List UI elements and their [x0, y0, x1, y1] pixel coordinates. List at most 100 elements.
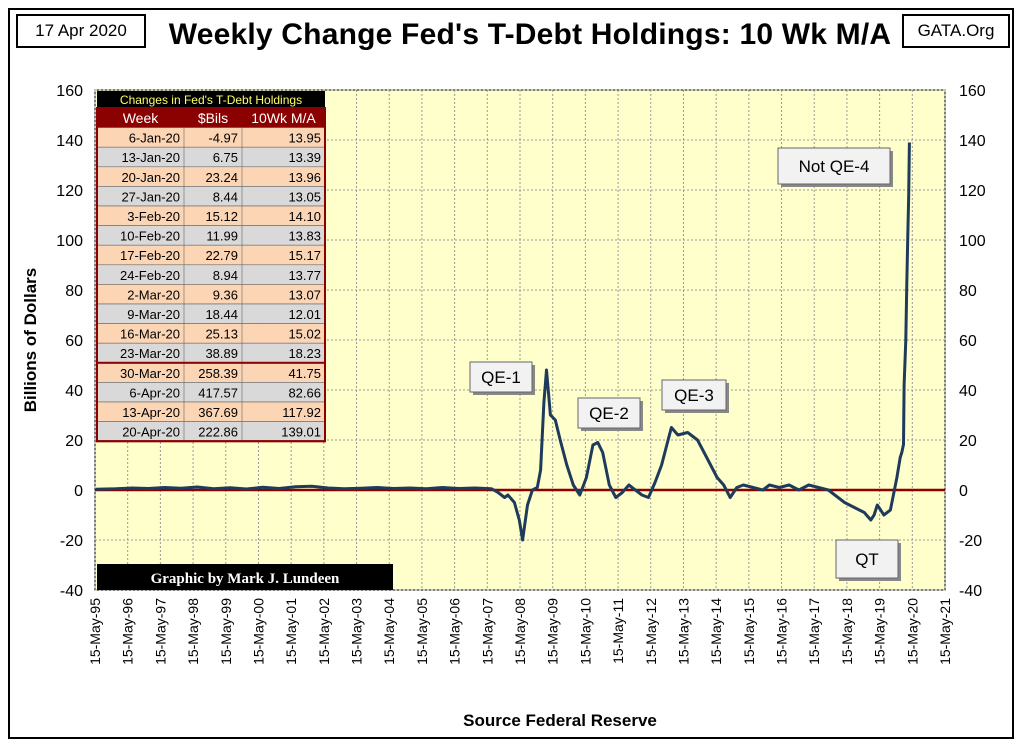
table-cell: 15.12: [205, 209, 238, 224]
y-tick-label-right: 20: [959, 433, 977, 450]
annotation-box: [835, 539, 899, 579]
table-cell: 13.07: [288, 287, 321, 302]
table-column-header: 10Wk M/A: [251, 110, 316, 126]
y-tick-label-left: 0: [74, 483, 83, 500]
annotation-label: QE-3: [674, 386, 714, 405]
x-tick-label: 15-May-07: [479, 598, 495, 665]
table-cell: 14.10: [288, 209, 321, 224]
x-tick-label: 15-May-02: [316, 598, 332, 665]
credit-text: Graphic by Mark J. Lundeen: [151, 571, 340, 587]
table-cell: 20-Apr-20: [122, 425, 180, 440]
table-cell: 139.01: [281, 425, 321, 440]
x-tick-label: 15-May-97: [152, 598, 168, 665]
x-tick-label: 15-May-08: [512, 598, 528, 665]
annotation-box: [661, 379, 727, 411]
x-tick-label: 15-May-01: [283, 598, 299, 665]
x-axis-label: Source Federal Reserve: [463, 711, 657, 730]
annotation-label: QT: [855, 550, 879, 569]
table-cell: 25.13: [205, 327, 238, 342]
x-axis: 15-May-95 15-May-96 15-May-97 15-May-98 15-M…: [87, 598, 953, 665]
y-axis-label: Billions of Dollars: [21, 268, 40, 413]
y-tick-label-left: 120: [56, 183, 83, 200]
table-cell: 13.39: [288, 150, 321, 165]
annotation-label: QE-2: [589, 404, 629, 423]
table-cell: 417.57: [198, 385, 238, 400]
table-cell: 367.69: [198, 405, 238, 420]
table-cell: 11.99: [206, 229, 238, 244]
x-tick-label: 15-May-16: [774, 598, 790, 665]
y-tick-label-left: 140: [56, 133, 83, 150]
y-axis-left: -40 -20 0 20 40 60 80 100 120 140 160: [56, 83, 83, 600]
table-cell: 82.66: [288, 385, 321, 400]
series-line-10wk-ma: [95, 142, 911, 542]
table-cell: 8.94: [213, 268, 238, 283]
table-cell: 16-Mar-20: [120, 327, 180, 342]
table-cell: 9-Mar-20: [127, 307, 180, 322]
x-tick-label: 15-May-20: [904, 598, 920, 665]
y-axis-right: -40 -20 0 20 40 60 80 100 120 140 160: [959, 83, 986, 600]
x-tick-label: 15-May-09: [545, 598, 561, 665]
x-tick-label: 15-May-04: [381, 598, 397, 665]
table-title-bg: [97, 91, 325, 108]
table-cell: 13.95: [288, 131, 321, 146]
table-cell: 2-Mar-20: [127, 287, 180, 302]
table-cell: 117.92: [282, 405, 321, 420]
annotation-box: [777, 147, 891, 185]
table-cell: 6.75: [213, 150, 238, 165]
table-cell: 13.05: [288, 189, 321, 204]
annotation-label: Not QE-4: [799, 157, 870, 176]
table-cell: 13.83: [288, 229, 321, 244]
table-cell: 10-Feb-20: [120, 229, 180, 244]
y-tick-label-right: 80: [959, 283, 977, 300]
x-tick-label: 15-May-14: [708, 598, 724, 665]
y-tick-label-left: 40: [65, 383, 83, 400]
annotation-box: [469, 361, 533, 393]
table-cell: 15.02: [288, 327, 321, 342]
y-tick-label-left: 80: [65, 283, 83, 300]
x-tick-label: 15-May-12: [643, 598, 659, 665]
y-tick-label-right: 100: [959, 233, 986, 250]
table-cell: 12.01: [288, 307, 321, 322]
annotations: QE-1 QE-2 QE-3 Not QE-4 QT: [469, 147, 901, 581]
annotation-label: QE-1: [481, 368, 521, 387]
table-cell: 3-Feb-20: [127, 209, 180, 224]
x-tick-label: 15-May-98: [185, 598, 201, 665]
credit-bg: [97, 564, 393, 590]
table-cell: 18.23: [288, 346, 321, 361]
table-column-header: $Bils: [198, 110, 228, 126]
y-tick-label-left: 100: [56, 233, 83, 250]
y-tick-label-right: 140: [959, 133, 986, 150]
table-cell: 24-Feb-20: [120, 268, 180, 283]
x-tick-label: 15-May-06: [447, 598, 463, 665]
y-tick-label-right: -40: [959, 583, 982, 600]
table-cell: -4.97: [208, 131, 238, 146]
table-cell: 22.79: [205, 248, 238, 263]
table-cell: 15.17: [288, 248, 321, 263]
x-tick-label: 15-May-05: [414, 598, 430, 665]
table-cell: 9.36: [213, 287, 238, 302]
x-tick-label: 15-May-13: [675, 598, 691, 665]
x-tick-label: 15-May-15: [741, 598, 757, 665]
source-site-box: GATA.Org: [902, 14, 1010, 48]
table-cell: 18.44: [205, 307, 238, 322]
y-tick-label-left: 60: [65, 333, 83, 350]
y-tick-label-left: 20: [65, 433, 83, 450]
y-tick-label-left: -20: [60, 533, 83, 550]
x-tick-label: 15-May-99: [218, 598, 234, 665]
table-cell: 6-Jan-20: [129, 131, 180, 146]
chart-title: Weekly Change Fed's T-Debt Holdings: 10 …: [168, 18, 892, 51]
table-border: [96, 107, 326, 443]
table-cell: 8.44: [213, 189, 238, 204]
x-tick-label: 15-May-10: [577, 598, 593, 665]
y-tick-label-right: 0: [959, 483, 968, 500]
table-cell: 13-Jan-20: [121, 150, 180, 165]
x-tick-label: 15-May-21: [937, 598, 953, 665]
table-cell: 222.86: [198, 425, 238, 440]
table-cell: 6-Apr-20: [129, 385, 180, 400]
table-cell: 17-Feb-20: [120, 248, 180, 263]
table-cell: 23.24: [205, 170, 238, 185]
table-cell: 38.89: [205, 346, 238, 361]
table-cell: 30-Mar-20: [120, 366, 180, 381]
y-tick-label-left: 160: [56, 83, 83, 100]
